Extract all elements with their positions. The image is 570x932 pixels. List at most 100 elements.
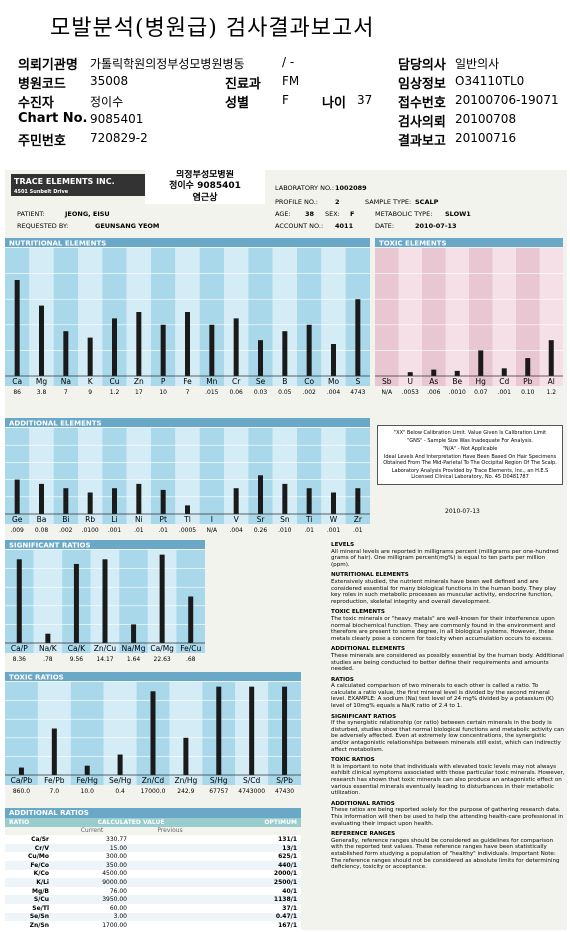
value-label: .002 [302, 389, 316, 396]
value-label: 7 [186, 389, 190, 396]
column-bg [175, 428, 200, 514]
category-label: Mn [206, 377, 217, 386]
note-text: Extensively studied, the nutrient minera… [331, 578, 557, 605]
bar [160, 489, 166, 514]
cell [131, 870, 209, 879]
category-label: S/Cd [243, 776, 261, 785]
value-label: .001 [108, 527, 122, 534]
bar [39, 483, 44, 514]
column-bg [492, 248, 516, 376]
bar [407, 372, 413, 376]
label-bg [224, 376, 249, 386]
bar [73, 563, 79, 643]
bar [150, 691, 156, 775]
value-label: 242.9 [177, 788, 194, 795]
label-bg [398, 376, 422, 386]
label-bg [445, 376, 469, 386]
bar [355, 299, 361, 376]
column-bg [469, 248, 493, 376]
label-bg [70, 775, 104, 785]
info-value: 일반의사 [455, 57, 500, 71]
optimum: 167/1 [278, 921, 297, 929]
label-bg [469, 376, 493, 386]
note-heading: ADDITIONAL RATIOS [331, 800, 395, 807]
info-label: 나이 [322, 96, 346, 111]
bar [331, 344, 336, 376]
bar [306, 488, 312, 514]
ratio-name: Zn/Sn [29, 921, 49, 929]
label-bg [321, 376, 346, 386]
cell [131, 844, 209, 853]
notes: LEVELS All mineral levels are reported in… [331, 538, 565, 871]
category-label: S/Hg [210, 776, 228, 785]
label-bg [248, 376, 273, 386]
bar [249, 686, 255, 775]
label-bg [224, 514, 249, 524]
category-label: Ca/K [68, 644, 86, 653]
info-label: 검사의뢰 [398, 115, 446, 130]
field-value: F [350, 210, 355, 218]
bar [209, 324, 215, 376]
info-label: 진료과 [225, 77, 261, 92]
label-bg [175, 514, 200, 524]
label-bg [90, 643, 120, 653]
legend-line: "N/A" - Not Applicable [442, 446, 498, 452]
label-bg [422, 376, 446, 386]
value-label: .015 [205, 389, 219, 396]
legend-line: Ideal Levels And Interpretation Have Bee… [383, 454, 557, 466]
bar [185, 312, 190, 376]
value-label: .006 [427, 389, 441, 396]
label-bg [235, 775, 269, 785]
panel-title: SIGNIFICANT RATIOS [9, 542, 91, 550]
bar [185, 505, 190, 514]
label-bg [199, 376, 224, 386]
value-label: 3.8 [37, 389, 47, 396]
field-label: DATE: [375, 222, 395, 230]
label-bg [375, 376, 399, 386]
report-date: 2010-07-13 [445, 508, 480, 515]
value-label: .0053 [402, 389, 419, 396]
label-bg [151, 514, 176, 524]
value-label: .01 [304, 527, 314, 534]
value-label: 0.06 [229, 389, 243, 396]
category-label: Na/K [39, 644, 58, 653]
value-label: 1.64 [127, 656, 141, 663]
label-bg [272, 514, 297, 524]
label-bg [103, 775, 137, 785]
value-label: 8.36 [13, 656, 27, 663]
field-label: ACCOUNT NO.: [275, 222, 324, 230]
bar [188, 596, 194, 643]
category-label: Ca [12, 377, 22, 386]
value-label: 0.26 [254, 527, 268, 534]
category-label: Fe/Cu [180, 644, 201, 653]
value-label: .002 [59, 527, 73, 534]
stamp-line: 염근상 [192, 192, 218, 203]
ratio-name: Se/Sn [29, 913, 49, 921]
info-value: 9085401 [90, 112, 144, 126]
legend-line: "GNS" - Sample Size Was Inadequate For A… [406, 438, 534, 444]
category-label: S/Pb [276, 776, 293, 785]
cell [131, 861, 209, 870]
column-bg [445, 248, 469, 376]
label-bg [297, 376, 322, 386]
info-value: O34110TL0 [455, 74, 525, 88]
category-label: Rb [85, 515, 95, 524]
category-label: Ca/Pb [11, 776, 33, 785]
note-heading: REFERENCE RANGES [331, 831, 396, 838]
current-value: 15.00 [109, 844, 127, 852]
category-label: Sn [280, 515, 290, 524]
label-bg [345, 376, 370, 386]
info-value: 720829-2 [90, 131, 148, 145]
note-heading: TOXIC RATIOS [331, 757, 375, 764]
ratio-name: Ca/Sr [31, 835, 49, 843]
label-bg [53, 376, 78, 386]
note-text: The toxic minerals or "heavy metals" are… [331, 615, 556, 642]
optimum: 625/1 [278, 853, 297, 861]
value-label: 860.0 [13, 788, 30, 795]
category-label: P [161, 377, 166, 386]
optimum: 37/1 [282, 904, 297, 912]
field-label: REQUESTED BY: [17, 222, 69, 230]
table-row: Fe/Co 350.00 440/1 [5, 860, 301, 870]
label-bg [151, 376, 176, 386]
value-label: .0010 [449, 389, 466, 396]
